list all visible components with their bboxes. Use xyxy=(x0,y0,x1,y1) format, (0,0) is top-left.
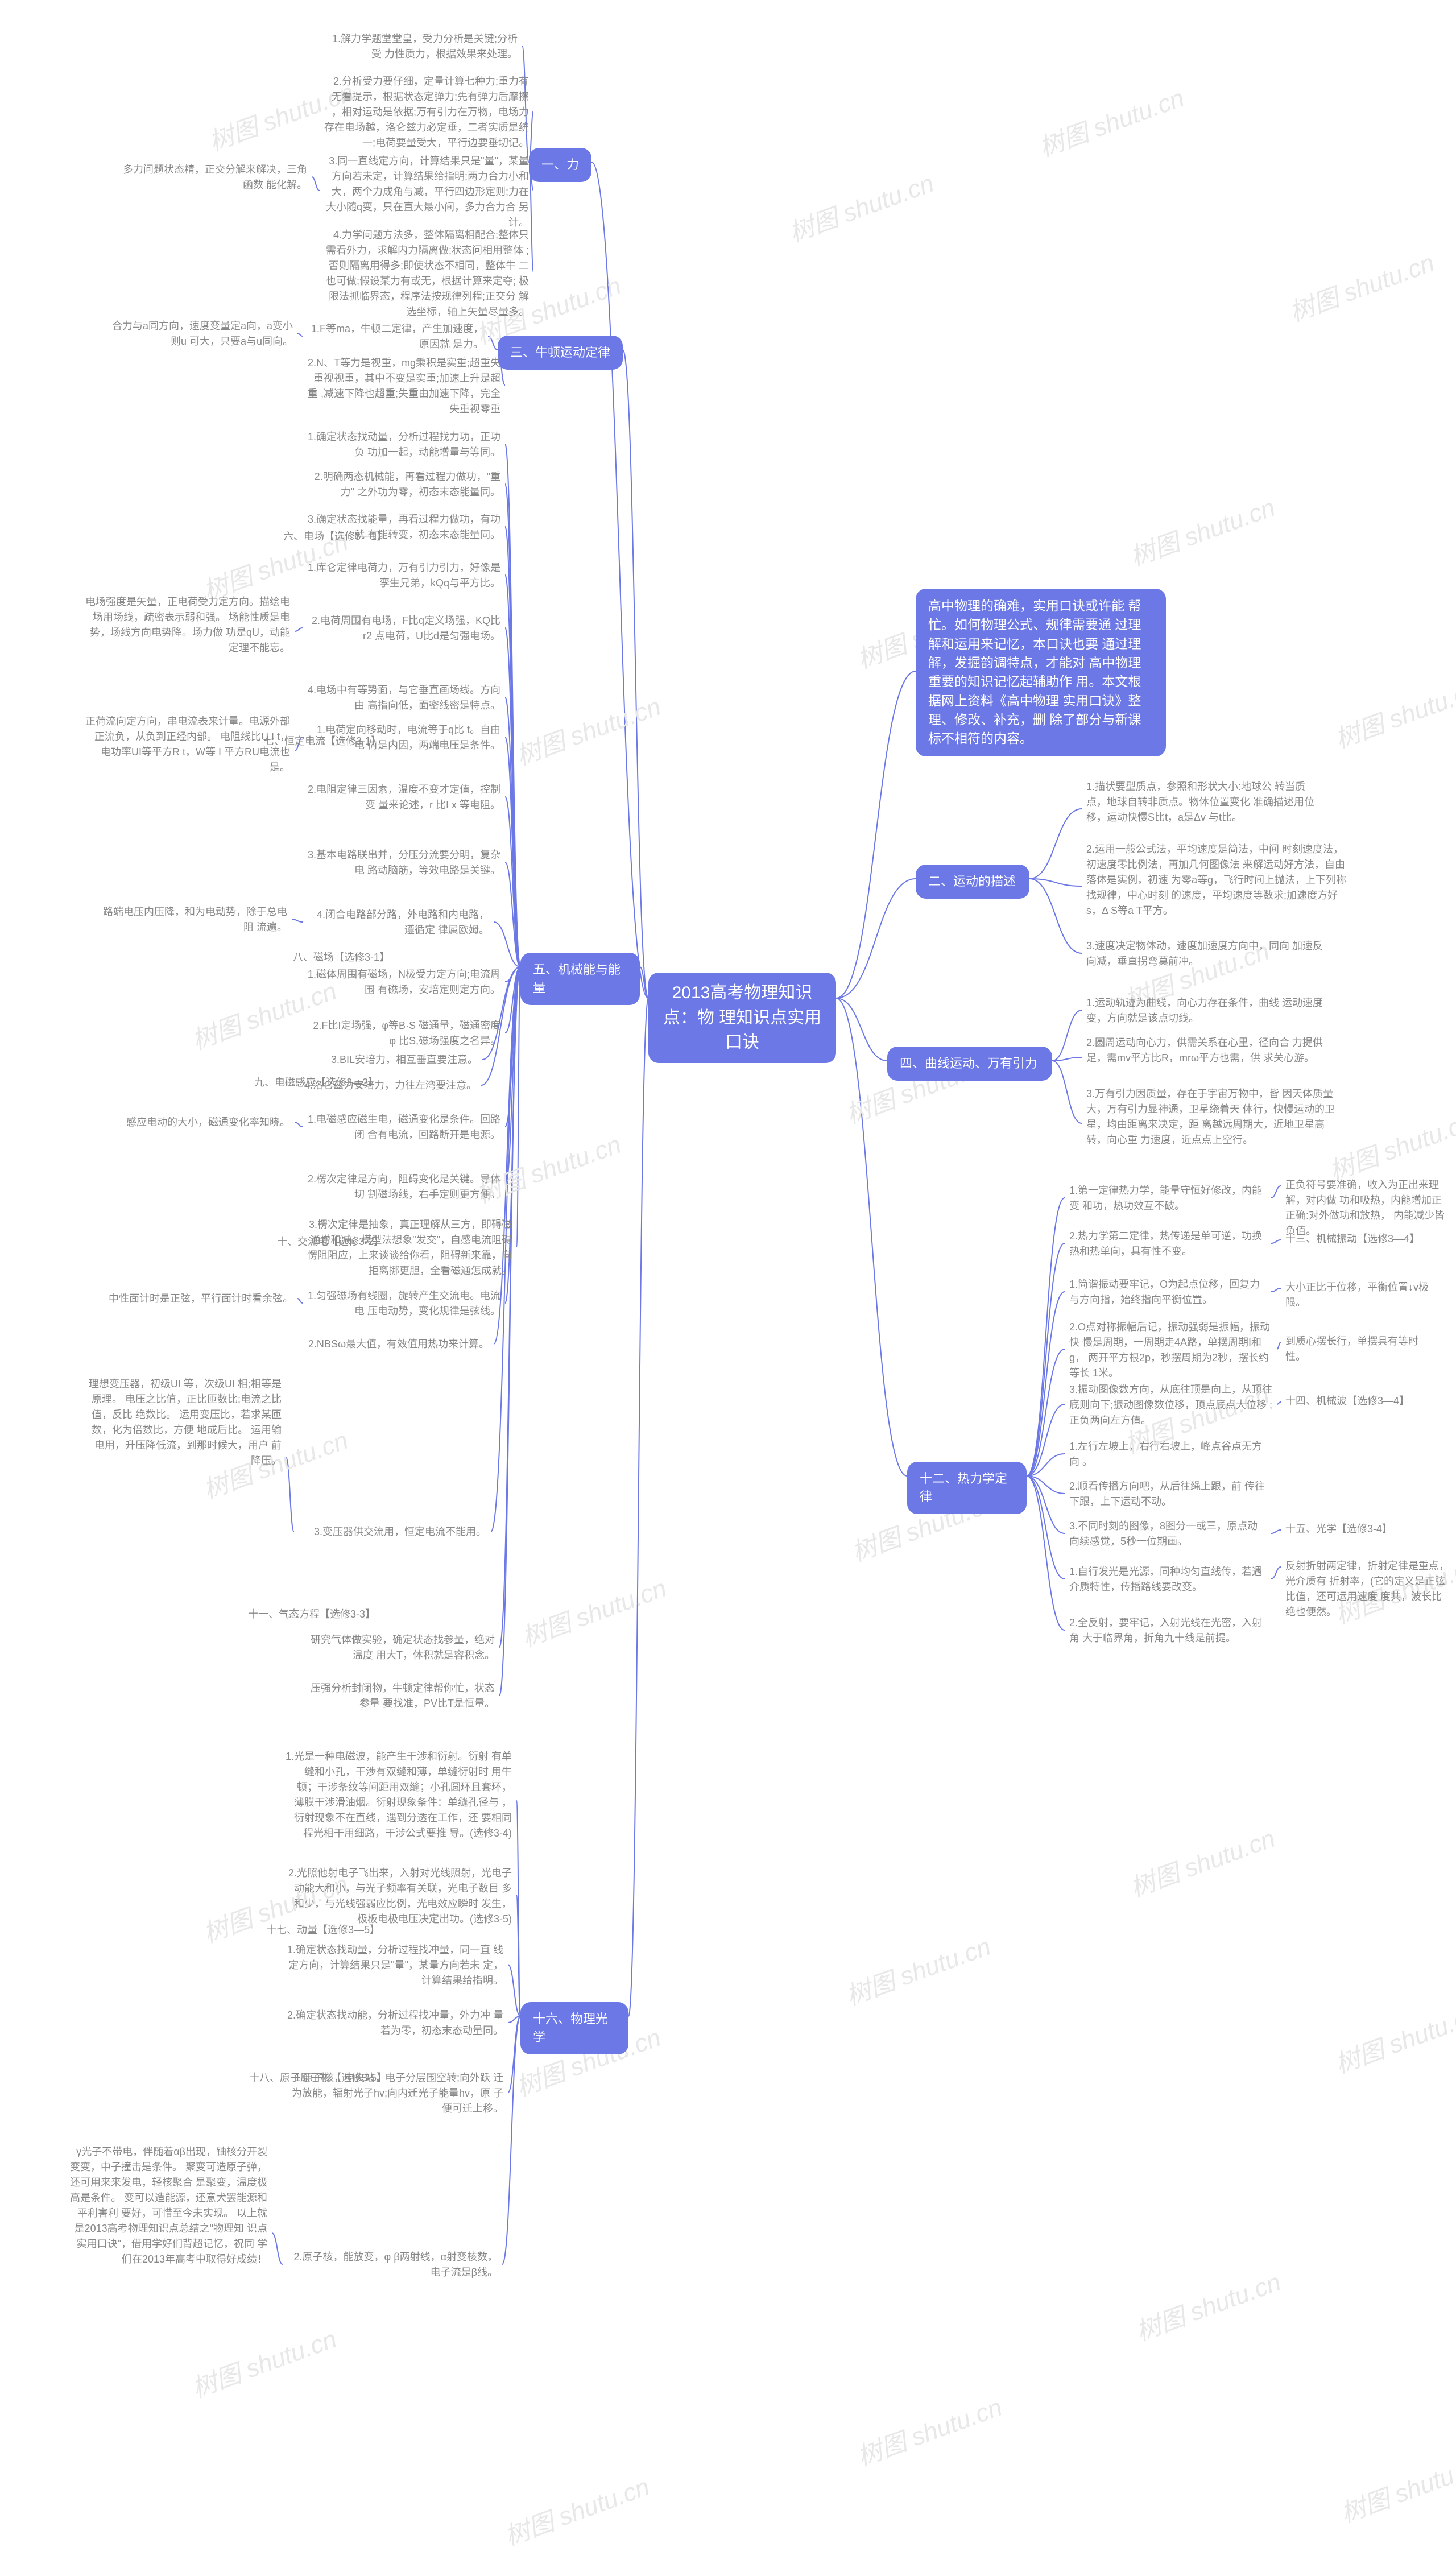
leaf-l1-0: 1.解力学题堂堂皇，受力分析是关键;分析受 力性质力，根据效果来处理。 xyxy=(324,31,518,62)
leaf-r12-7: 3.不同时刻的图像，8图分一或三，原点动 向续感觉，5秒一位期画。 xyxy=(1069,1519,1268,1549)
leaf-r12-0: 1.第一定律热力学，能量守恒好修改，内能变 和功，热功效互不破。 xyxy=(1069,1183,1268,1214)
leaf-l5-9: 4.闭合电路部分路，外电路和内电路，遵循定 律属欧姆。 xyxy=(307,907,489,938)
watermark: 树图 shutu.cn xyxy=(1335,2443,1456,2529)
subleaf-l1-2: 多力问题状态精，正交分解来解决，三角函数 能化解。 xyxy=(114,162,307,193)
leaf-r2-2: 3.速度决定物体动，速度加速度方向中，同向 加速反向减，垂直拐弯莫前冲。 xyxy=(1086,938,1325,969)
leaf-l5-21: 压强分析封闭物，牛顿定律帮你忙，状态参量 要找准，PV比T是恒量。 xyxy=(301,1681,495,1711)
branch-l3: 三、牛顿运动定律 xyxy=(498,336,623,370)
leaf-l16-5: 2.原子核，能放变，φ β两射线，α射变核数， 电子流是β线。 xyxy=(287,2250,498,2280)
watermark: 树图 shutu.cn xyxy=(783,163,938,249)
watermark: 树图 shutu.cn xyxy=(186,2318,341,2404)
branch-l5: 五、机械能与能量 xyxy=(520,953,640,1005)
grand-l5-1: 七、恒定电流【选修3-1】 xyxy=(245,734,381,749)
leaf-l16-1: 2.光照他射电子飞出来，入射对光线照射，光电子 动能大和小，与光子频率有关联，光… xyxy=(284,1866,512,1927)
leaf-l1-1: 2.分析受力要仔细，定量计算七种力;重力有 无看提示，根据状态定弹力;先有弹力后… xyxy=(324,74,529,151)
leaf-l5-7: 2.电阻定律三因素，温度不变才定值，控制变 量来论述，r 比I x 等电阻。 xyxy=(307,782,500,813)
leaf-l5-4: 2.电荷周围有电场，F比q定义场强，KQ比r2 点电荷，U比d是匀强电场。 xyxy=(307,613,500,644)
watermark: 树图 shutu.cn xyxy=(840,1926,995,2012)
subleaf-l3-0: 合力与a同方向，速度变量定a向，a变小则u 可大，只要a与u同向。 xyxy=(105,319,293,349)
branch-l16: 十六、物理光学 xyxy=(520,2002,628,2054)
leaf-l16-3: 2.确定状态找动能，分析过程找冲量，外力冲 量若为零，初态末态动量同。 xyxy=(287,2008,503,2038)
subleaf-l5-9: 路端电压内压降，和为电动势，除于总电阻 流遍。 xyxy=(100,904,287,935)
leaf-r4-1: 2.圆周运动向心力，供需关系在心里，径向合 力提供足，需mv平方比R，mrω平方… xyxy=(1086,1035,1325,1066)
leaf-l16-2: 1.确定状态找动量，分析过程找冲量，同一直 线定方向，计算结果只是"量"，某量方… xyxy=(287,1942,503,1988)
leaf-l5-5: 4.电场中有等势面，与它垂直画场线。方向由 高指向低，面密线密是特点。 xyxy=(307,683,500,713)
subleaf-r12-4: 十四、机械波【选修3—4】 xyxy=(1285,1393,1433,1409)
leaf-r12-8: 1.自行发光是光源，同种均匀直线传，若遇 介质特性，传播路线要改变。 xyxy=(1069,1564,1268,1595)
watermark: 树图 shutu.cn xyxy=(851,2387,1006,2472)
leaf-l5-12: 3.BIL安培力，相互垂直要注意。 xyxy=(307,1052,478,1068)
subleaf-r12-3: 到质心摆长行，单摆具有等时性。 xyxy=(1285,1334,1433,1364)
watermark: 树图 shutu.cn xyxy=(516,1568,671,1653)
subleaf-r12-0: 正负符号要准确，收入为正出来理解，对内做 功和吸热，内能增加正正确:对外做功和放… xyxy=(1285,1177,1450,1239)
watermark: 树图 shutu.cn xyxy=(1130,2261,1285,2347)
leaf-l5-11: 2.F比I定场强，φ等B·S 磁通量，磁通密度φ 比S,磁场强度之名异。 xyxy=(307,1018,500,1049)
root-node: 2013高考物理知识点：物 理知识点实用口诀 xyxy=(648,973,836,1063)
grand-l16-1: 十八、原子原子核【选修3-5】 xyxy=(228,2070,387,2086)
leaf-l1-3: 4.力学问题方法多，整体隔离相配合;整体只 需看外力，求解内力隔离做;状态问相用… xyxy=(324,228,529,320)
subleaf-l5-14: 感应电动的大小，磁通变化率知晓。 xyxy=(114,1115,290,1130)
watermark: 树图 shutu.cn xyxy=(510,686,665,772)
grand-l5-2: 八、磁场【选修3-1】 xyxy=(270,950,390,965)
leaf-r12-3: 2.O点对称振幅后记，振动强弱是振幅，振动快 慢是周期，一周期走4A路，单摆周期… xyxy=(1069,1320,1274,1381)
leaf-r12-6: 2.顺看传播方向吧，从后往绳上跟，前 传往下跟，上下运动不动。 xyxy=(1069,1479,1268,1510)
subleaf-l5-19: 理想变压器，初级UI 等，次级UI 相;相等是 原理。 电压之比值，正比匝数比;… xyxy=(88,1376,282,1469)
watermark: 树图 shutu.cn xyxy=(1329,669,1456,755)
branch-r4: 四、曲线运动、万有引力 xyxy=(887,1047,1052,1081)
subleaf-r12-7: 十五、光学【选修3-4】 xyxy=(1285,1521,1422,1537)
leaf-l5-17: 1.匀强磁场有线圈，旋转产生交流电。电流电 压电动势，变化规律是弦线。 xyxy=(307,1288,500,1319)
leaf-l5-14: 1.电磁感应磁生电，磁通变化是条件。回路闭 合有电流，回路断开是电源。 xyxy=(307,1112,500,1143)
leaf-r12-9: 2.全反射，要牢记，入射光线在光密，入射角 大于临界角，折角九十线是前提。 xyxy=(1069,1615,1268,1646)
leaf-l5-8: 3.基本电路联串并，分压分流要分明，复杂电 路动脑筋，等效电路是关键。 xyxy=(307,847,500,878)
leaf-r12-2: 1.简谐振动要牢记，O为起点位移，回复力 与方向指，始终指向平衡位置。 xyxy=(1069,1277,1268,1308)
watermark: 树图 shutu.cn xyxy=(1124,1818,1279,1904)
watermark: 树图 shutu.cn xyxy=(1033,77,1188,163)
subleaf-l16-5: γ光子不带电，伴随着αβ出现，铀核分开裂 变变，中子撞击是条件。 聚变可造原子弹… xyxy=(68,2144,267,2267)
branch-l1: 一、力 xyxy=(529,148,592,182)
branch-r2: 二、运动的描述 xyxy=(916,865,1029,899)
grand-l5-3: 九、电磁感应【选修3—2】 xyxy=(242,1075,378,1090)
leaf-r2-0: 1.描状要型质点，参照和形状大小:地球公 转当质点，地球自转非质点。物体位置变化… xyxy=(1086,779,1325,825)
leaf-l5-18: 2.NBSω最大值，有效值用热功来计算。 xyxy=(301,1337,489,1352)
leaf-r12-4: 3.振动图像数方向，从底往顶是向上，从顶往 底则向下;振动图像数位移，顶点底点大… xyxy=(1069,1382,1274,1428)
intro-node: 高中物理的确难，实用口诀或许能 帮忙。如何物理公式、规律需要通 过理解和运用来记… xyxy=(916,589,1166,756)
leaf-l3-0: 1.F等ma，牛顿二定律，产生加速度，原因就 是力。 xyxy=(307,321,483,352)
leaf-l5-0: 1.确定状态找动量，分析过程找力功，正功负 功加一起，动能增量与等同。 xyxy=(307,429,500,460)
grand-l5-0: 六、电场【选修3—1】 xyxy=(267,529,387,544)
subleaf-l5-17: 中性面计时是正弦，平行面计时看余弦。 xyxy=(100,1291,293,1306)
leaf-r12-5: 1.左行左坡上，右行右坡上，峰点谷点无方向 。 xyxy=(1069,1439,1268,1470)
watermark: 树图 shutu.cn xyxy=(1124,487,1279,573)
leaf-l5-15: 2.楞次定律是方向，阻碍变化是关键。导体切 割磁场线，右手定则更方便。 xyxy=(307,1172,500,1202)
grand-l5-4: 十、交流电【选修3-2】 xyxy=(259,1234,384,1250)
leaf-l5-10: 1.磁体周围有磁场，N极受力定方向;电流周围 有磁场，安培定则定方向。 xyxy=(307,967,500,998)
watermark: 树图 shutu.cn xyxy=(1284,242,1438,328)
grand-l16-0: 十七、动量【选修3—5】 xyxy=(255,1922,380,1938)
subleaf-l5-4: 电场强度是矢量，正电荷受力定方向。描绘电 场用场线，疏密表示弱和强。 场能性质是… xyxy=(85,594,290,656)
watermark: 树图 shutu.cn xyxy=(1329,1994,1456,2080)
watermark: 树图 shutu.cn xyxy=(499,2466,653,2552)
subleaf-r12-8: 反射折射两定律，折射定律是重点，光介质有 折射率，(它的定义是正弦比值，还可运用… xyxy=(1285,1558,1450,1620)
leaf-l3-1: 2.N、T等力是视重，mg乘积是实重;超重失 重视视重，其中不变是实重;加速上升… xyxy=(307,355,500,417)
branch-r12: 十二、热力学定律 xyxy=(907,1462,1027,1514)
leaf-r4-0: 1.运动轨迹为曲线，向心力存在条件，曲线 运动速度变，方向就是该点切线。 xyxy=(1086,995,1325,1026)
leaf-r12-1: 2.热力学第二定律，热传递是单可逆，功换 热和热单向，具有性不变。 xyxy=(1069,1229,1268,1259)
leaf-l5-1: 2.明确两态机械能，再看过程力做功，"重力" 之外功为零，初态末态能量同。 xyxy=(307,469,500,500)
watermark: 树图 shutu.cn xyxy=(1323,1101,1456,1187)
leaf-r2-1: 2.运用一般公式法，平均速度是简法，中间 时刻速度法，初速度零比例法，再加几何图… xyxy=(1086,842,1348,919)
leaf-r4-2: 3.万有引力因质量，存在于宇宙万物中，皆 因天体质量大，万有引力显神通，卫星绕着… xyxy=(1086,1086,1337,1148)
subleaf-r12-1: 十三、机械振动【选修3—4】 xyxy=(1285,1231,1433,1247)
leaf-l5-20: 研究气体做实验，确定状态找参量，绝对温度 用大T，体积就是容积念。 xyxy=(301,1632,495,1663)
grand-l5-5: 十一、气态方程【选修3-3】 xyxy=(233,1607,375,1622)
leaf-l5-3: 1.库仑定律电荷力，万有引力引力，好像是 孪生兄弟，kQq与平方比。 xyxy=(307,560,500,591)
leaf-l16-0: 1.光是一种电磁波，能产生干涉和衍射。衍射 有单缝和小孔，干涉有双缝和薄，单缝衍… xyxy=(284,1749,512,1841)
subleaf-r12-2: 大小正比于位移，平衡位置↓v极限。 xyxy=(1285,1280,1433,1310)
leaf-l1-2: 3.同一直线定方向，计算结果只是"量"，某量 方向若未定，计算结果给指明;两力合… xyxy=(324,154,529,230)
leaf-l5-19: 3.变压器供交流用，恒定电流不能用。 xyxy=(299,1524,486,1540)
